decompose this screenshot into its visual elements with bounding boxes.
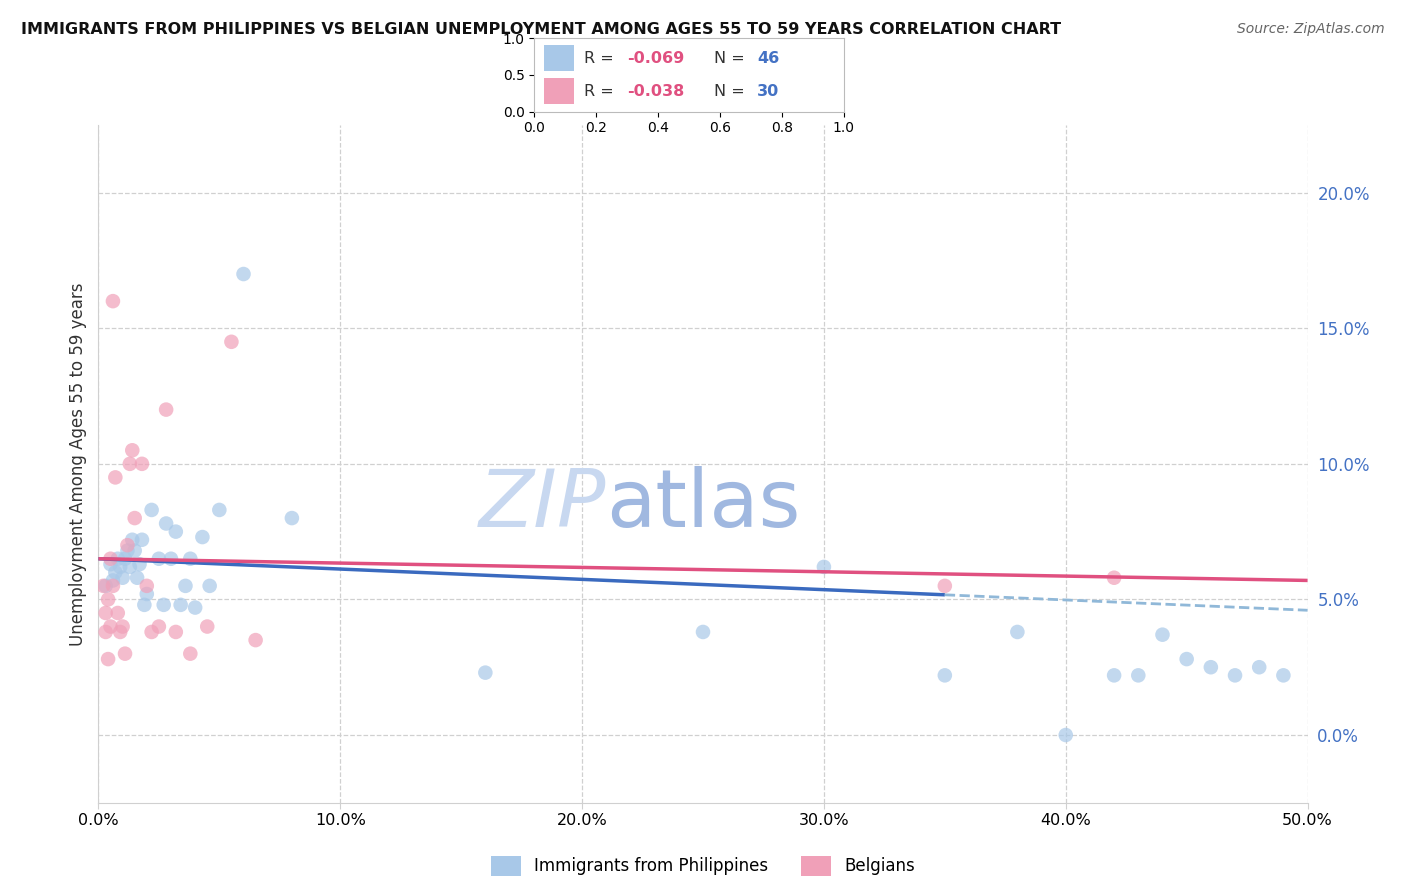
Point bbox=[117, 543, 139, 558]
Point bbox=[169, 598, 191, 612]
Point bbox=[141, 503, 163, 517]
Text: 46: 46 bbox=[756, 51, 779, 66]
Point bbox=[135, 587, 157, 601]
Point bbox=[160, 551, 183, 566]
Point bbox=[121, 533, 143, 547]
Point bbox=[135, 579, 157, 593]
Legend: Immigrants from Philippines, Belgians: Immigrants from Philippines, Belgians bbox=[484, 849, 922, 882]
Point bbox=[100, 551, 122, 566]
Point bbox=[124, 511, 146, 525]
Point bbox=[813, 560, 835, 574]
Point bbox=[934, 579, 956, 593]
Bar bbox=[544, 78, 575, 104]
Point bbox=[141, 624, 163, 639]
Point bbox=[111, 619, 134, 633]
Point bbox=[155, 516, 177, 531]
Point bbox=[91, 579, 114, 593]
Text: R =: R = bbox=[583, 84, 619, 98]
Point bbox=[94, 579, 117, 593]
Text: -0.038: -0.038 bbox=[627, 84, 685, 98]
Point bbox=[101, 579, 124, 593]
Point bbox=[108, 624, 131, 639]
Point bbox=[127, 571, 149, 585]
Point bbox=[692, 624, 714, 639]
Point bbox=[134, 598, 156, 612]
Point bbox=[232, 267, 254, 281]
Text: IMMIGRANTS FROM PHILIPPINES VS BELGIAN UNEMPLOYMENT AMONG AGES 55 TO 59 YEARS CO: IMMIGRANTS FROM PHILIPPINES VS BELGIAN U… bbox=[21, 22, 1062, 37]
Point bbox=[118, 560, 141, 574]
Point bbox=[1102, 571, 1125, 585]
Point bbox=[94, 606, 117, 620]
Point bbox=[165, 524, 187, 539]
Point bbox=[1249, 660, 1271, 674]
Point bbox=[1199, 660, 1222, 674]
Text: Source: ZipAtlas.com: Source: ZipAtlas.com bbox=[1237, 22, 1385, 37]
Text: N =: N = bbox=[714, 84, 749, 98]
Point bbox=[101, 294, 124, 309]
Point bbox=[94, 624, 117, 639]
Point bbox=[1054, 728, 1077, 742]
Point bbox=[97, 652, 120, 666]
Point bbox=[179, 647, 201, 661]
Point bbox=[191, 530, 214, 544]
Point bbox=[474, 665, 496, 680]
Point bbox=[1272, 668, 1295, 682]
Point bbox=[165, 624, 187, 639]
Point bbox=[1128, 668, 1150, 682]
Point bbox=[108, 560, 131, 574]
Point bbox=[100, 557, 122, 571]
Text: ZIP: ZIP bbox=[479, 466, 606, 543]
Point bbox=[174, 579, 197, 593]
Point bbox=[97, 592, 120, 607]
Point bbox=[245, 633, 267, 648]
Point bbox=[934, 668, 956, 682]
Point bbox=[152, 598, 174, 612]
Point bbox=[100, 619, 122, 633]
Y-axis label: Unemployment Among Ages 55 to 59 years: Unemployment Among Ages 55 to 59 years bbox=[69, 282, 87, 646]
Point bbox=[155, 402, 177, 417]
Point bbox=[124, 543, 146, 558]
Text: 30: 30 bbox=[756, 84, 779, 98]
Text: atlas: atlas bbox=[606, 466, 800, 543]
Point bbox=[221, 334, 243, 349]
Point bbox=[1223, 668, 1246, 682]
Point bbox=[281, 511, 304, 525]
Point bbox=[1175, 652, 1198, 666]
Point bbox=[101, 574, 124, 588]
Point bbox=[1152, 628, 1174, 642]
Point bbox=[1102, 668, 1125, 682]
Point bbox=[179, 551, 201, 566]
Text: N =: N = bbox=[714, 51, 749, 66]
Point bbox=[148, 551, 170, 566]
Point bbox=[107, 551, 129, 566]
Point bbox=[198, 579, 221, 593]
Point bbox=[118, 457, 141, 471]
Point bbox=[117, 538, 139, 552]
Point bbox=[1007, 624, 1029, 639]
Point bbox=[208, 503, 231, 517]
Point bbox=[104, 566, 127, 580]
Point bbox=[184, 600, 207, 615]
Point bbox=[148, 619, 170, 633]
Point bbox=[195, 619, 218, 633]
Text: R =: R = bbox=[583, 51, 619, 66]
Point bbox=[128, 557, 150, 571]
Point bbox=[131, 533, 153, 547]
Bar bbox=[544, 45, 575, 71]
Point bbox=[114, 551, 136, 566]
Text: -0.069: -0.069 bbox=[627, 51, 685, 66]
Point bbox=[114, 647, 136, 661]
Point bbox=[131, 457, 153, 471]
Point bbox=[107, 606, 129, 620]
Point bbox=[104, 470, 127, 484]
Point bbox=[111, 571, 134, 585]
Point bbox=[121, 443, 143, 458]
